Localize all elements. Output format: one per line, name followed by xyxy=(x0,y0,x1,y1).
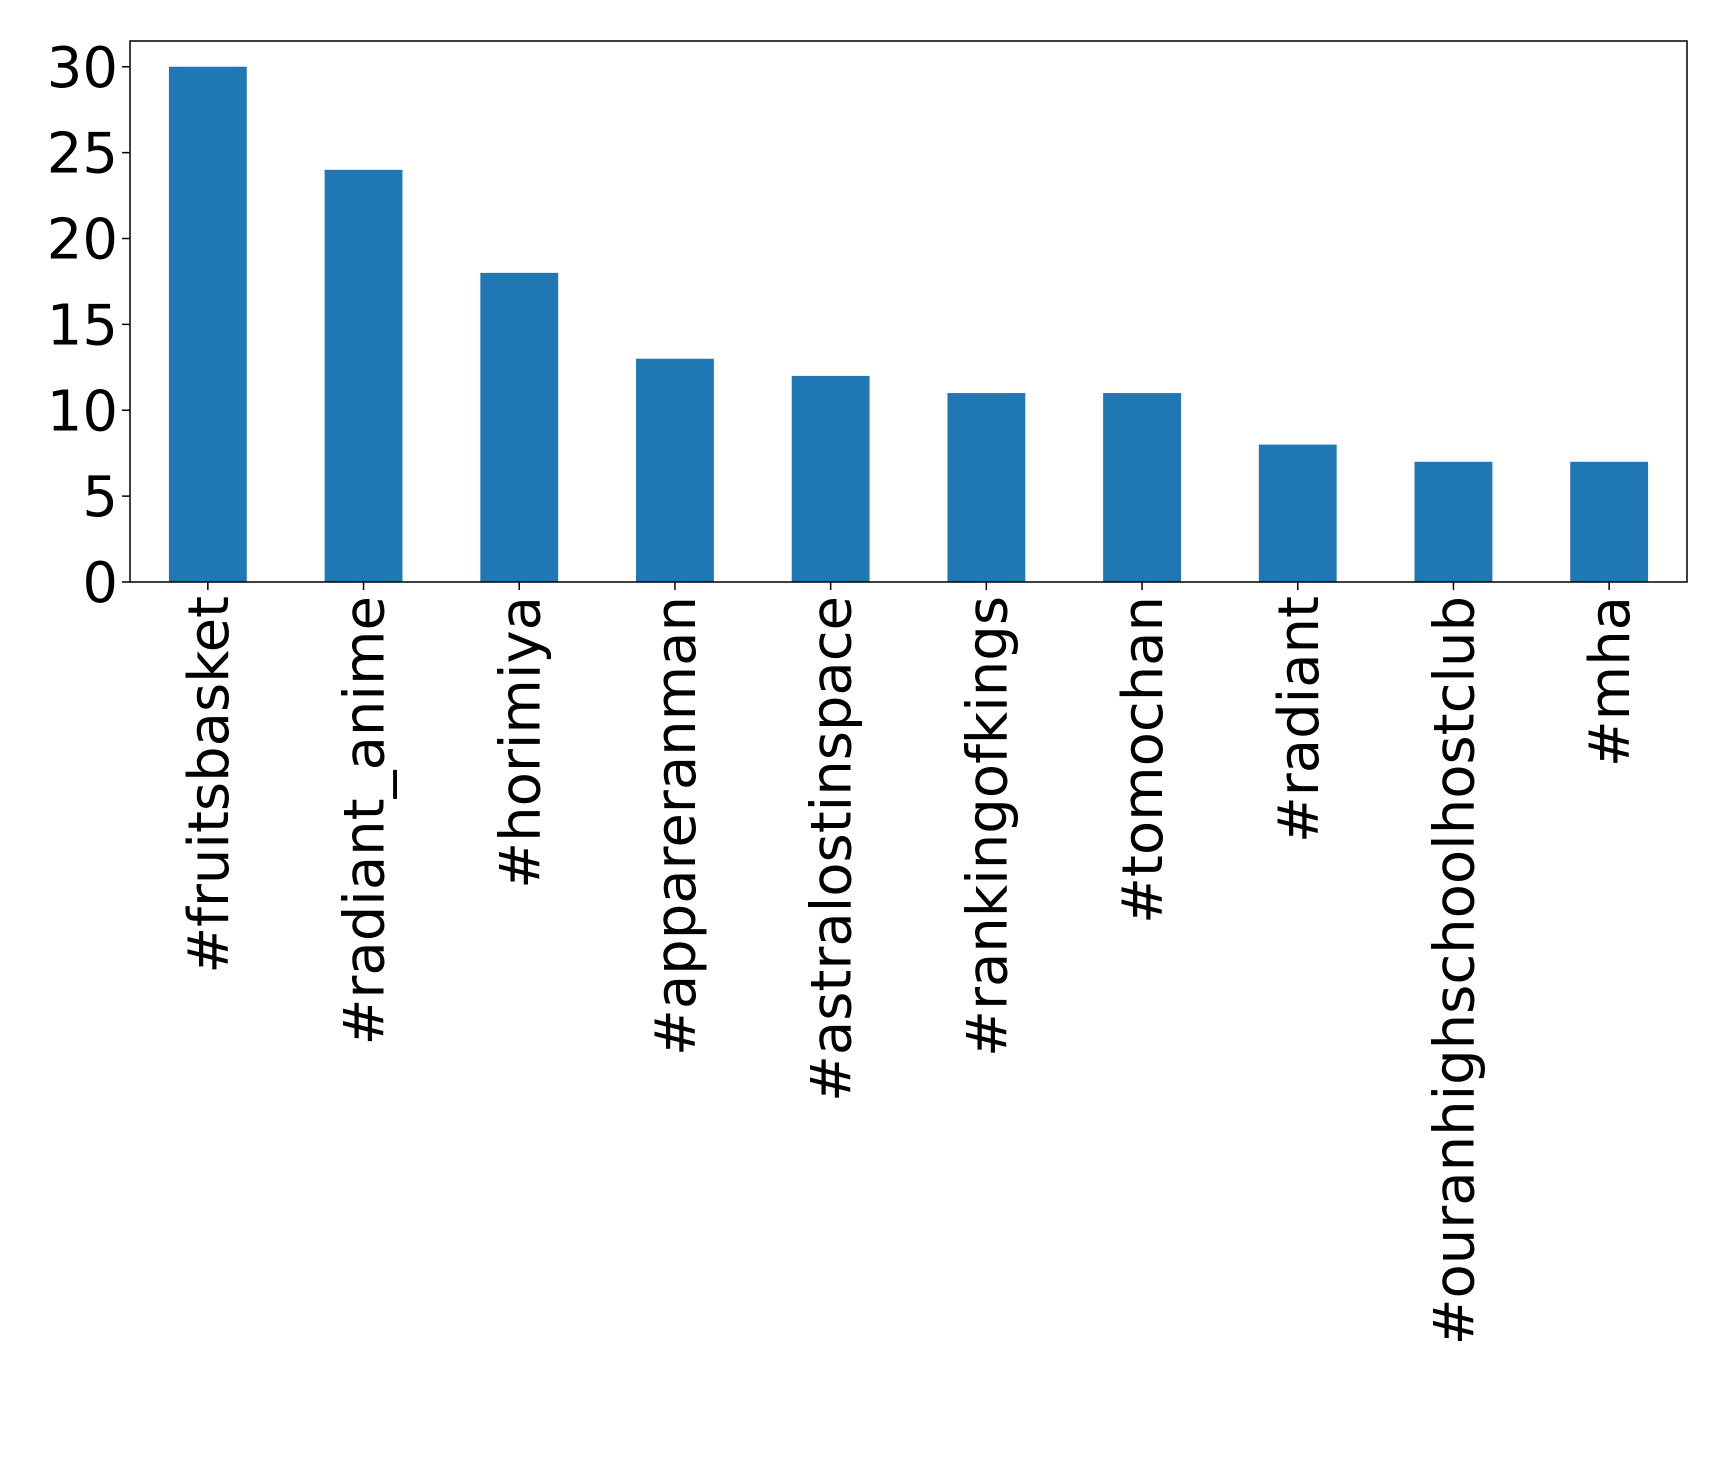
x-tick-label: #appareranman xyxy=(644,596,709,1056)
bar xyxy=(324,169,403,583)
bar xyxy=(1414,461,1493,582)
y-tick-label: 30 xyxy=(47,36,118,101)
x-tick-label: #fruitsbasket xyxy=(177,596,242,974)
bar xyxy=(1570,461,1649,582)
bar xyxy=(1258,444,1337,582)
bar xyxy=(1103,393,1181,582)
x-tick-label: #mha xyxy=(1578,596,1643,767)
bar xyxy=(947,393,1026,582)
bar xyxy=(636,358,714,582)
y-tick-label: 10 xyxy=(47,379,118,444)
y-tick-label: 15 xyxy=(47,293,118,358)
x-tick-label: #ouranhighschoolhostclub xyxy=(1422,596,1487,1345)
y-tick-label: 25 xyxy=(47,122,118,187)
bar xyxy=(480,272,559,582)
x-tick-label: #astralostinspace xyxy=(800,596,865,1102)
x-tick-label: #horimiya xyxy=(488,596,553,889)
x-tick-label: #radiant_anime xyxy=(333,596,398,1046)
y-tick-label: 0 xyxy=(82,551,118,616)
y-tick-label: 20 xyxy=(47,208,118,273)
plot-frame xyxy=(129,40,1688,583)
x-tick-label: #tomochan xyxy=(1111,596,1176,924)
bar xyxy=(791,375,870,582)
x-tick-label: #radiant xyxy=(1267,596,1332,843)
bar xyxy=(168,66,247,582)
y-tick-label: 5 xyxy=(82,465,118,530)
x-tick-label: #rankingofkings xyxy=(955,596,1020,1057)
